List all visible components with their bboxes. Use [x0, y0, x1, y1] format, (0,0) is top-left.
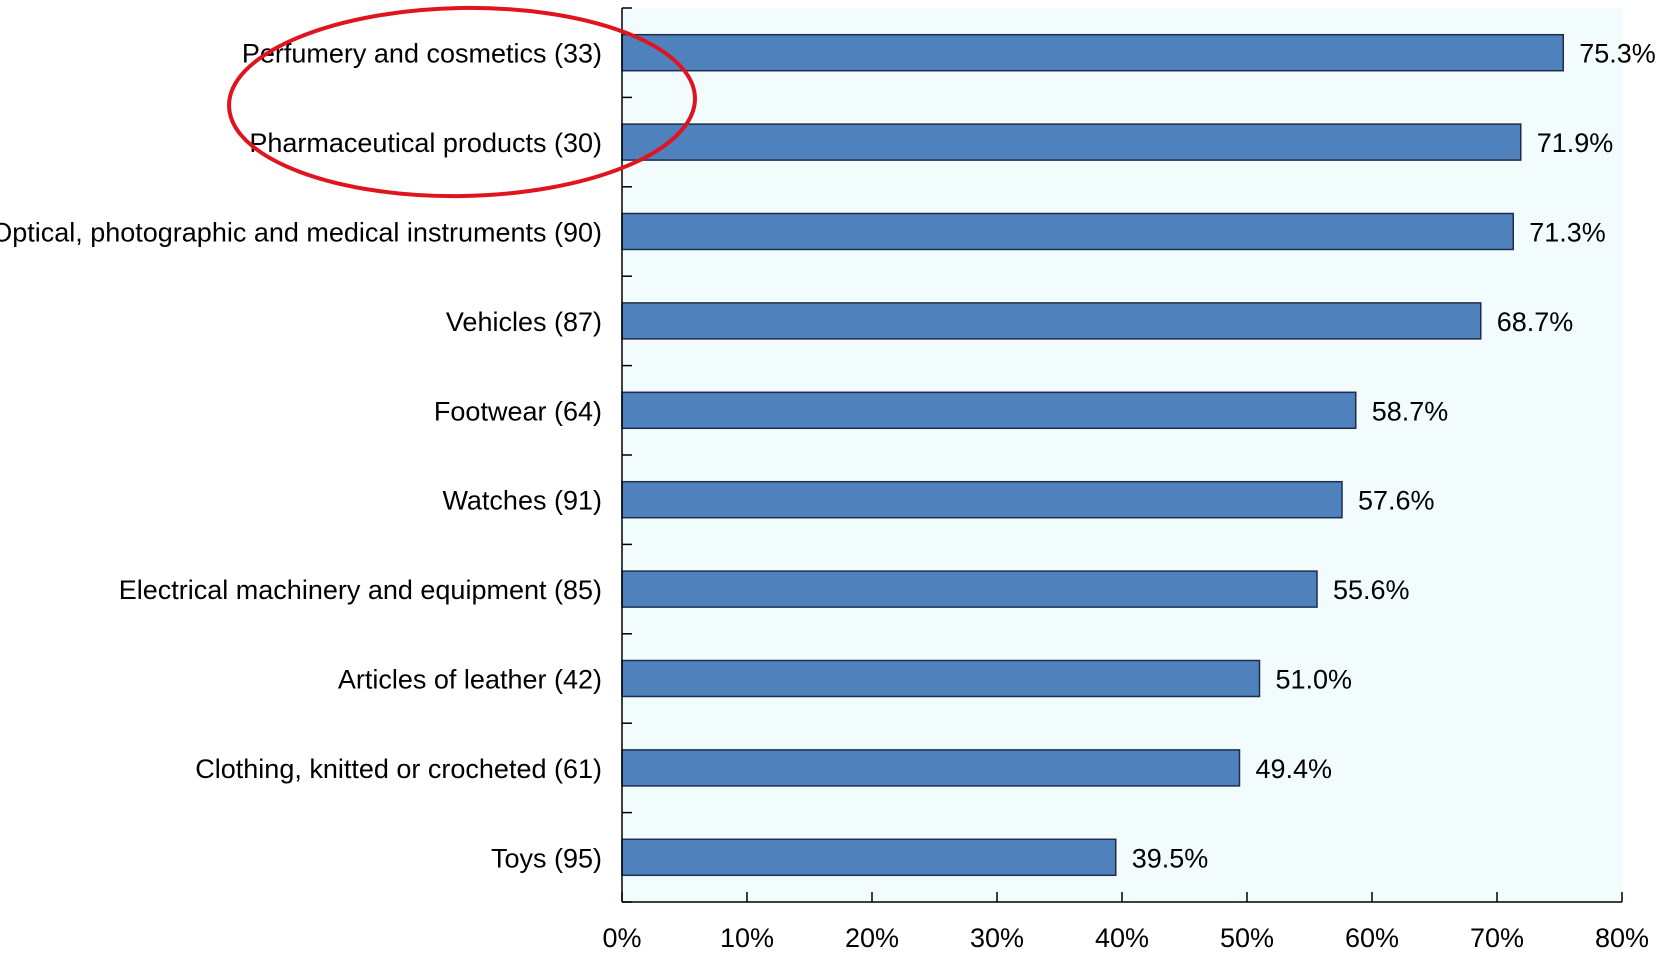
x-tick-label: 80% — [1595, 923, 1649, 953]
bar — [621, 212, 1514, 251]
label-layer: 75.3% Perfumery and cosmetics (33) 71.9% Ph… — [0, 39, 1656, 953]
category-label: Articles of leather (42) — [338, 665, 602, 695]
category-label: Footwear (64) — [434, 396, 602, 426]
bar — [621, 838, 1117, 877]
value-label: 68.7% — [1497, 307, 1574, 337]
bar — [621, 749, 1241, 787]
x-tick-label: 40% — [1095, 923, 1149, 953]
bars-layer — [621, 33, 1564, 877]
value-label: 58.7% — [1372, 396, 1449, 426]
x-tick-label: 10% — [720, 923, 774, 953]
x-tick-label: 30% — [970, 923, 1024, 953]
category-label: Clothing, knitted or crocheted (61) — [195, 754, 602, 784]
x-tick-label: 70% — [1470, 923, 1524, 953]
category-label: Vehicles (87) — [446, 307, 602, 337]
axis-layer — [621, 7, 1623, 903]
bar — [621, 391, 1357, 430]
category-label: Electrical machinery and equipment (85) — [119, 575, 602, 605]
x-tick-label: 0% — [602, 923, 641, 953]
bar — [621, 480, 1343, 519]
bar — [621, 302, 1482, 340]
bar — [621, 33, 1564, 72]
value-label: 75.3% — [1579, 39, 1656, 69]
category-label: Pharmaceutical products (30) — [249, 128, 602, 158]
category-label: Perfumery and cosmetics (33) — [242, 39, 602, 69]
value-label: 55.6% — [1333, 575, 1410, 605]
x-tick-label: 20% — [845, 923, 899, 953]
x-tick-label: 50% — [1220, 923, 1274, 953]
highlight-ellipse — [227, 5, 697, 199]
bar — [621, 659, 1261, 698]
category-label: Optical, photographic and medical instru… — [0, 218, 602, 248]
category-label: Watches (91) — [442, 486, 602, 516]
value-label: 49.4% — [1256, 754, 1333, 784]
value-label: 39.5% — [1132, 843, 1209, 873]
value-label: 57.6% — [1358, 486, 1435, 516]
bar — [621, 570, 1318, 608]
value-label: 71.9% — [1537, 128, 1614, 158]
category-label: Toys (95) — [491, 843, 602, 873]
value-label: 71.3% — [1529, 218, 1606, 248]
bar — [621, 123, 1522, 161]
value-label: 51.0% — [1276, 665, 1353, 695]
x-tick-label: 60% — [1345, 923, 1399, 953]
